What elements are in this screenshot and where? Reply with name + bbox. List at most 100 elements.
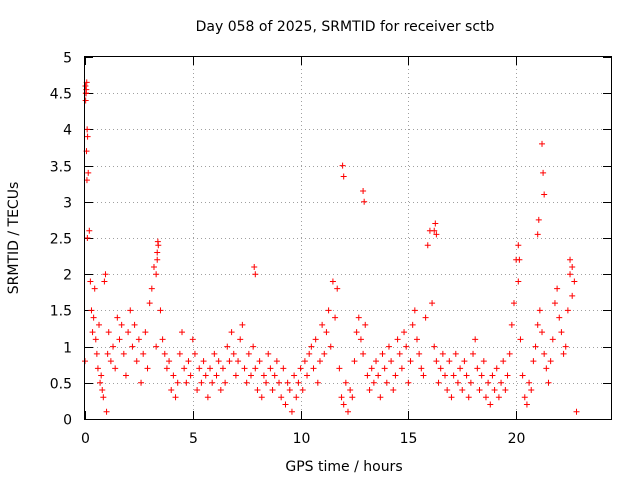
data-point: [85, 169, 92, 176]
data-point: [82, 82, 89, 89]
data-point: [256, 358, 263, 365]
data-point: [482, 394, 489, 401]
data-point: [154, 256, 161, 263]
data-point: [217, 387, 224, 394]
data-point: [571, 278, 578, 285]
data-point: [345, 408, 351, 415]
data-point: [401, 329, 408, 336]
chart-title: Day 058 of 2025, SRMTID for receiver sct…: [196, 19, 495, 35]
data-point: [291, 372, 298, 379]
data-point: [102, 271, 109, 278]
data-point: [388, 358, 395, 365]
data-point: [224, 343, 231, 350]
data-point: [252, 271, 259, 278]
data-point: [86, 227, 93, 234]
data-point: [498, 379, 505, 386]
data-point: [517, 336, 524, 343]
data-point: [144, 365, 151, 372]
y-tick-label: 1.5: [50, 304, 72, 320]
data-point: [118, 321, 125, 328]
data-point: [360, 187, 367, 194]
data-point: [116, 336, 123, 343]
data-point: [431, 227, 438, 234]
data-point: [353, 329, 360, 336]
data-point: [361, 198, 368, 205]
data-point: [146, 300, 153, 307]
data-point: [84, 235, 91, 241]
data-point: [338, 394, 345, 401]
data-point: [334, 285, 341, 292]
y-tick-label: 2.5: [50, 232, 72, 248]
data-point: [161, 350, 168, 357]
data-point: [187, 372, 194, 379]
data-point: [413, 336, 420, 343]
y-tick-label: 0.5: [50, 377, 72, 393]
data-point: [112, 365, 119, 372]
data-point: [325, 307, 332, 314]
data-point: [93, 350, 100, 357]
data-point: [450, 372, 457, 379]
y-tick-label: 1: [63, 341, 72, 357]
data-point: [271, 372, 278, 379]
data-point: [403, 343, 410, 350]
data-point: [204, 394, 211, 401]
data-point: [288, 408, 295, 415]
data-point: [332, 314, 339, 321]
data-point: [457, 365, 464, 372]
data-point: [170, 372, 177, 379]
data-point: [567, 271, 574, 278]
data-point: [200, 358, 207, 365]
data-point: [467, 379, 474, 386]
y-axis-ticks: 0 0.5 1 1.5 2 2.5 3 3.5 4 4.5 5: [50, 51, 611, 429]
data-point: [342, 379, 349, 386]
data-point: [316, 358, 323, 365]
data-point: [254, 387, 261, 394]
data-point: [133, 358, 140, 365]
data-point: [487, 401, 494, 408]
x-tick-label: 5: [189, 431, 198, 447]
data-point: [153, 343, 160, 350]
data-point: [368, 365, 375, 372]
data-point: [347, 387, 354, 394]
data-point: [429, 300, 436, 307]
data-point: [207, 365, 214, 372]
data-point: [536, 307, 543, 314]
data-point: [87, 278, 94, 285]
data-point: [547, 358, 554, 365]
data-point: [379, 350, 386, 357]
data-point: [101, 278, 108, 285]
data-point: [545, 379, 552, 386]
data-point: [263, 379, 270, 386]
data-point: [310, 365, 317, 372]
data-point: [349, 394, 356, 401]
data-point: [502, 387, 509, 394]
data-point: [424, 242, 431, 249]
data-point: [103, 408, 110, 415]
data-point: [411, 307, 418, 314]
data-point: [549, 336, 556, 343]
data-point: [362, 321, 369, 328]
data-point: [198, 379, 205, 386]
data-point: [510, 300, 517, 307]
data-point: [179, 329, 186, 336]
data-point: [480, 358, 487, 365]
data-point: [506, 350, 513, 357]
data-point: [230, 350, 237, 357]
data-point: [534, 321, 541, 328]
data-point: [174, 379, 181, 386]
data-point: [82, 97, 89, 104]
data-point: [564, 307, 571, 314]
data-point: [357, 336, 364, 343]
data-point: [431, 343, 438, 350]
data-point: [176, 350, 183, 357]
data-point: [385, 343, 392, 350]
data-point: [100, 394, 107, 401]
data-point: [154, 249, 161, 256]
data-point: [157, 307, 164, 314]
data-point: [138, 379, 145, 386]
data-point: [515, 242, 522, 249]
data-point: [127, 307, 134, 314]
data-point: [398, 365, 405, 372]
data-point: [351, 358, 358, 365]
data-point: [314, 379, 321, 386]
